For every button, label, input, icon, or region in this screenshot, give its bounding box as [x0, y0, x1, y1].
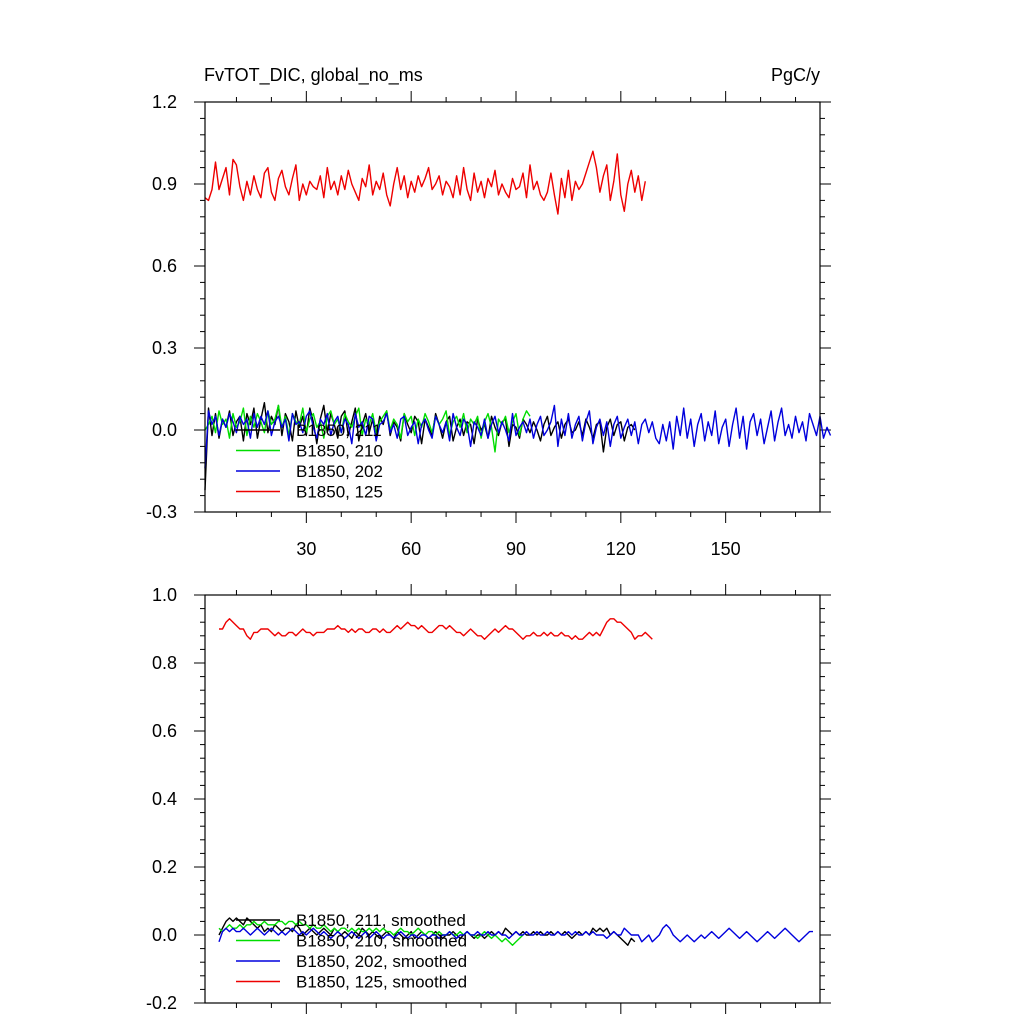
series-line-3 — [218, 924, 813, 943]
bottom-panel-frame — [204, 594, 821, 1004]
bottom-panel-legend: B1850, 211, smoothed B1850, 210, smoothed… — [236, 911, 467, 992]
y-tick-label: 1.2 — [152, 92, 177, 112]
y-tick-label: 0.8 — [152, 653, 177, 673]
x-tick-label: 60 — [401, 539, 421, 559]
series-line-4 — [204, 150, 646, 215]
legend-label-4: B1850, 125, smoothed — [296, 973, 467, 992]
bottom-panel: -0.2 0.0 0.2 0.4 0.6 0.8 1.0 B1850, 211, smoot… — [146, 584, 831, 1014]
x-tick-label: 120 — [606, 539, 636, 559]
legend-label-4: B1850, 125 — [296, 483, 383, 502]
y-tick-label: 0.0 — [152, 925, 177, 945]
y-tick-label: 0.4 — [152, 789, 177, 809]
y-tick-label: 0.6 — [152, 256, 177, 276]
y-tick-label: -0.3 — [146, 502, 177, 522]
bottom-panel-ticks: -0.2 0.0 0.2 0.4 0.6 0.8 1.0 — [146, 584, 831, 1014]
top-panel: FvTOT_DIC, global_no_ms PgC/y -0.3 0.0 0.3… — [146, 65, 832, 559]
legend-label-1: B1850, 211, smoothed — [296, 911, 466, 930]
y-tick-label: 1.0 — [152, 585, 177, 605]
top-panel-units: PgC/y — [771, 65, 820, 85]
legend-label-2: B1850, 210 — [296, 442, 383, 461]
x-tick-label: 150 — [711, 539, 741, 559]
series-line-2 — [204, 404, 531, 453]
series-line-3 — [204, 404, 832, 469]
top-panel-ticks: -0.3 0.0 0.3 0.6 0.9 1.2 30 60 90 120 150 — [146, 91, 831, 559]
y-tick-label: -0.2 — [146, 993, 177, 1013]
x-tick-label: 90 — [506, 539, 526, 559]
legend-label-1: B1850, 211 — [296, 421, 382, 440]
legend-label-2: B1850, 210, smoothed — [296, 932, 467, 951]
series-line-4 — [219, 618, 653, 640]
y-tick-label: 0.0 — [152, 420, 177, 440]
y-tick-label: 0.3 — [152, 338, 177, 358]
bottom-panel-series — [218, 618, 813, 946]
y-tick-label: 0.2 — [152, 857, 177, 877]
top-panel-title: FvTOT_DIC, global_no_ms — [204, 65, 423, 86]
top-panel-series — [204, 150, 832, 491]
x-tick-label: 30 — [296, 539, 316, 559]
y-tick-label: 0.9 — [152, 174, 177, 194]
y-tick-label: 0.6 — [152, 721, 177, 741]
legend-label-3: B1850, 202 — [296, 462, 383, 481]
legend-label-3: B1850, 202, smoothed — [296, 952, 467, 971]
top-panel-frame — [204, 101, 821, 513]
